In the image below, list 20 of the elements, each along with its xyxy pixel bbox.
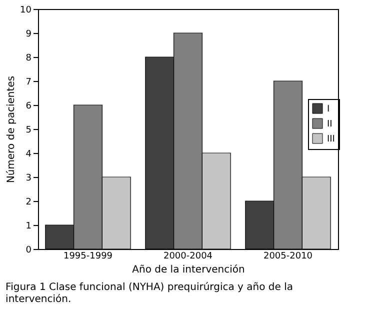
y-tick-label: 5 bbox=[26, 126, 32, 136]
y-tick-label: 0 bbox=[26, 246, 32, 256]
x-axis-title: Año de la intervención bbox=[132, 264, 245, 276]
x-tick-label: 1995-1999 bbox=[63, 252, 113, 262]
legend-label: II bbox=[327, 120, 332, 130]
text: Figura 1 Clase funcional (NYHA) prequirúrgica y año de la intervención. bbox=[6, 282, 293, 305]
legend-label: I bbox=[327, 104, 330, 114]
y-tick-label: 2 bbox=[26, 198, 32, 208]
legend-label: III bbox=[327, 134, 335, 144]
y-tick-label: 8 bbox=[26, 54, 32, 64]
y-tick-label: 10 bbox=[20, 6, 32, 16]
y-tick-label: 6 bbox=[26, 102, 32, 112]
y-tick-label: 4 bbox=[26, 150, 32, 160]
x-tick-label: 2005-2010 bbox=[263, 252, 313, 262]
y-tick-label: 7 bbox=[26, 78, 32, 88]
y-tick-label: 9 bbox=[26, 30, 32, 40]
x-tick-label: 2000-2004 bbox=[163, 252, 213, 262]
y-tick-label: 1 bbox=[26, 222, 32, 232]
y-tick-label: 3 bbox=[26, 174, 32, 184]
y-axis-title: Número de pacientes bbox=[6, 76, 18, 184]
